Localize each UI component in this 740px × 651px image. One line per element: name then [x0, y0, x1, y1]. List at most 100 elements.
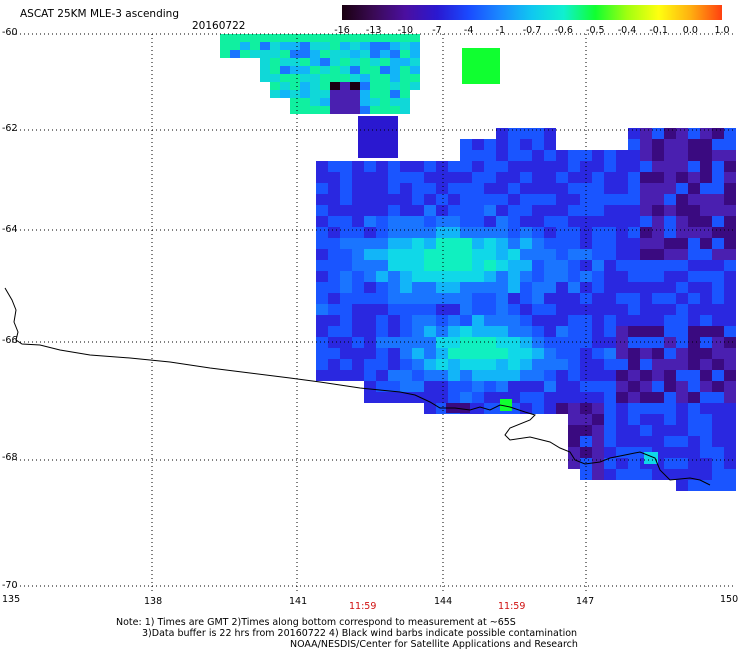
- swath-cell: [628, 150, 640, 161]
- swath-cell: [376, 271, 388, 282]
- swath-cell: [340, 304, 352, 315]
- swath-cell: [380, 106, 390, 114]
- swath-cell: [532, 392, 544, 403]
- swath-cell: [316, 194, 328, 205]
- swath-cell: [328, 370, 340, 381]
- pass-time: 11:59: [349, 601, 377, 612]
- swath-cell: [688, 414, 700, 425]
- swath-cell: [724, 205, 736, 216]
- swath-cell: [544, 282, 556, 293]
- swath-cell: [496, 216, 508, 227]
- swath-cell: [310, 74, 320, 82]
- swath-cell: [352, 260, 364, 271]
- swath-cell: [270, 42, 280, 50]
- swath-cell: [220, 50, 230, 58]
- swath-cell: [360, 82, 370, 90]
- swath-cell: [580, 227, 592, 238]
- swath-cell: [664, 161, 676, 172]
- swath-cell: [280, 58, 290, 66]
- swath-cell: [640, 315, 652, 326]
- swath-cell: [604, 227, 616, 238]
- swath-cell: [290, 98, 300, 106]
- swath-cell: [340, 50, 350, 58]
- swath-cell: [390, 98, 400, 106]
- swath-cell: [724, 172, 736, 183]
- swath-cell: [340, 194, 352, 205]
- swath-cell: [700, 293, 712, 304]
- lon-label: 144: [434, 596, 453, 607]
- swath-cell: [472, 139, 484, 150]
- swath-cell: [616, 392, 628, 403]
- swath-cell: [532, 260, 544, 271]
- swath-cell: [320, 58, 330, 66]
- swath-cell: [328, 348, 340, 359]
- swath-cell: [652, 381, 664, 392]
- swath-cell: [300, 50, 310, 58]
- swath-cell: [592, 469, 604, 480]
- swath-cell: [700, 348, 712, 359]
- swath-cell: [652, 260, 664, 271]
- swath-cell: [580, 282, 592, 293]
- swath-cell: [352, 238, 364, 249]
- swath-cell: [350, 82, 360, 90]
- swath-cell: [508, 249, 520, 260]
- swath-cell: [700, 425, 712, 436]
- swath-cell: [496, 315, 508, 326]
- swath-cell: [340, 82, 350, 90]
- swath-cell: [316, 337, 328, 348]
- swath-cell: [544, 293, 556, 304]
- swath-cell: [496, 282, 508, 293]
- swath-cell: [568, 150, 580, 161]
- swath-cell: [616, 304, 628, 315]
- swath-cell: [280, 34, 290, 42]
- swath-cell: [604, 238, 616, 249]
- swath-cell: [700, 216, 712, 227]
- swath-cell: [532, 216, 544, 227]
- swath-cell: [496, 205, 508, 216]
- swath-cell: [580, 326, 592, 337]
- swath-cell: [712, 227, 724, 238]
- swath-cell: [544, 128, 556, 139]
- swath-cell: [316, 172, 328, 183]
- swath-cell: [364, 183, 376, 194]
- swath-cell: [664, 436, 676, 447]
- swath-cell: [700, 205, 712, 216]
- swath-cell: [556, 293, 568, 304]
- swath-cell: [628, 392, 640, 403]
- swath-cell: [390, 50, 400, 58]
- swath-cell: [496, 293, 508, 304]
- swath-cell: [652, 161, 664, 172]
- swath-cell: [400, 161, 412, 172]
- swath-cell: [604, 194, 616, 205]
- swath-cell: [370, 82, 380, 90]
- swath-cell: [628, 348, 640, 359]
- swath-cell: [628, 216, 640, 227]
- swath-cell: [370, 50, 380, 58]
- swath-cell: [436, 315, 448, 326]
- swath-cell: [436, 271, 448, 282]
- swath-cell: [484, 293, 496, 304]
- swath-cell: [616, 425, 628, 436]
- swath-cell: [544, 337, 556, 348]
- swath-cell: [712, 249, 724, 260]
- swath-cell: [388, 227, 400, 238]
- swath-cell: [270, 34, 280, 42]
- swath-cell: [472, 172, 484, 183]
- swath-cell: [350, 98, 360, 106]
- swath-cell: [364, 282, 376, 293]
- swath-cell: [712, 161, 724, 172]
- swath-cell: [580, 183, 592, 194]
- swath-cell: [320, 34, 330, 42]
- swath-cell: [460, 381, 472, 392]
- swath-cell: [400, 66, 410, 74]
- swath-cell: [520, 249, 532, 260]
- swath-cell: [484, 348, 496, 359]
- swath-cell: [712, 348, 724, 359]
- swath-cell: [580, 194, 592, 205]
- colorbar-label: -0.4: [617, 25, 637, 36]
- swath-cell: [250, 50, 260, 58]
- swath-cell: [724, 194, 736, 205]
- swath-cell: [436, 161, 448, 172]
- swath-cell: [628, 458, 640, 469]
- swath-cell: [390, 66, 400, 74]
